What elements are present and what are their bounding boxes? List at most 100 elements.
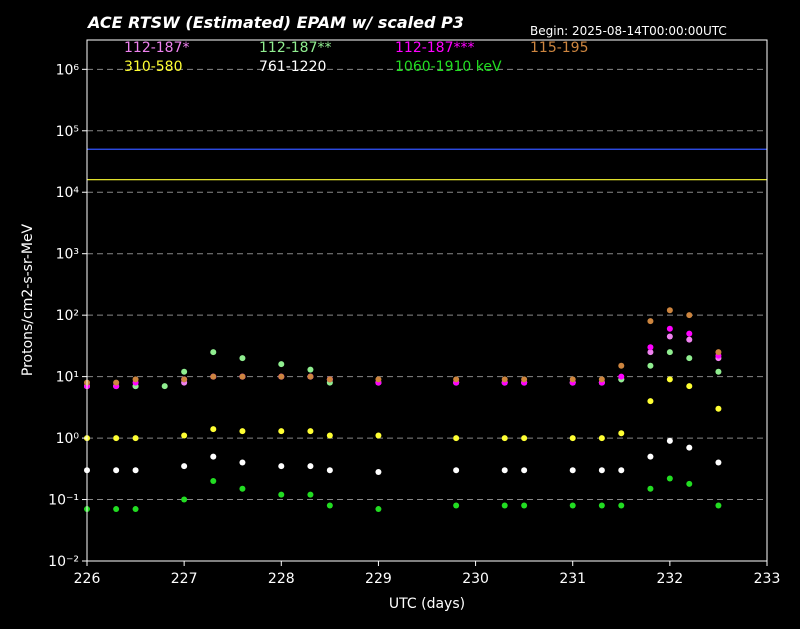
- data-point-series-5: [666, 437, 673, 444]
- x-tick-label: 231: [559, 571, 586, 587]
- x-axis-ticks: 226 227 228 229 230 231 232 233: [74, 561, 781, 587]
- data-point-series-5: [521, 467, 528, 474]
- data-point-series-6: [132, 506, 139, 513]
- data-point-series-4: [278, 428, 285, 435]
- y-tick-label: 10⁶: [56, 62, 80, 78]
- data-point-series-4: [647, 398, 654, 405]
- data-point-series-5: [278, 463, 285, 470]
- data-point-series-4: [239, 428, 246, 435]
- data-point-series-1: [210, 349, 217, 356]
- data-point-series-5: [647, 453, 654, 460]
- legend-entry: 761-1220: [259, 59, 326, 75]
- threshold-lines: [87, 148, 767, 181]
- data-point-series-3: [521, 376, 528, 383]
- data-point-series-6: [501, 502, 508, 509]
- y-tick-label: 10³: [56, 247, 79, 263]
- data-point-series-6: [715, 502, 722, 509]
- y-tick-label: 10⁵: [56, 124, 79, 140]
- data-point-series-5: [239, 459, 246, 466]
- grid-lines: [87, 68, 767, 501]
- data-point-series-3: [132, 376, 139, 383]
- data-point-series-1: [715, 368, 722, 375]
- data-point-series-3: [278, 373, 285, 380]
- y-tick-label: 10²: [56, 308, 79, 324]
- legend-entry: 1060-1910 keV: [395, 59, 502, 75]
- y-axis-label: Protons/cm2-s-sr-MeV: [20, 223, 36, 376]
- data-point-series-4: [453, 435, 460, 442]
- data-point-series-0: [666, 333, 673, 340]
- legend-entry: 115-195: [530, 40, 589, 56]
- data-point-series-1: [161, 383, 168, 390]
- axes-frame: [86, 39, 768, 562]
- data-point-series-1: [181, 368, 188, 375]
- plot-area: [84, 307, 722, 513]
- data-point-series-6: [326, 502, 333, 509]
- data-point-series-6: [181, 496, 188, 503]
- data-point-series-6: [598, 502, 605, 509]
- data-point-series-1: [666, 349, 673, 356]
- data-point-series-4: [715, 405, 722, 412]
- data-point-series-3: [666, 307, 673, 314]
- data-point-series-6: [375, 506, 382, 513]
- legend-entry: 112-187***: [395, 40, 475, 56]
- data-point-series-1: [278, 361, 285, 368]
- data-point-series-4: [618, 430, 625, 437]
- data-point-series-5: [210, 453, 217, 460]
- x-tick-label: 227: [171, 571, 198, 587]
- data-point-series-1: [647, 362, 654, 369]
- data-point-series-3: [501, 376, 508, 383]
- data-point-series-3: [239, 373, 246, 380]
- data-point-series-3: [686, 312, 693, 319]
- data-point-series-4: [181, 432, 188, 439]
- data-point-series-4: [666, 376, 673, 383]
- data-point-series-3: [326, 376, 333, 383]
- x-axis-label: UTC (days): [389, 596, 465, 612]
- data-point-series-0: [647, 349, 654, 356]
- data-point-series-6: [210, 478, 217, 485]
- data-point-series-3: [307, 373, 314, 380]
- data-point-series-6: [666, 475, 673, 482]
- data-point-series-4: [501, 435, 508, 442]
- legend: 112-187* 112-187** 112-187*** 115-195 310-58…: [124, 40, 589, 75]
- x-tick-label: 233: [754, 571, 781, 587]
- data-point-series-3: [181, 376, 188, 383]
- data-point-series-5: [598, 467, 605, 474]
- x-tick-label: 229: [365, 571, 392, 587]
- data-point-series-2: [618, 373, 625, 380]
- data-point-series-6: [521, 502, 528, 509]
- data-point-series-4: [375, 432, 382, 439]
- data-point-series-2: [686, 330, 693, 337]
- chart-title: ACE RTSW (Estimated) EPAM w/ scaled P3: [86, 13, 464, 32]
- y-tick-label: 10⁰: [56, 431, 80, 447]
- data-point-series-4: [113, 435, 120, 442]
- legend-entry: 310-580: [124, 59, 183, 75]
- data-point-series-4: [598, 435, 605, 442]
- data-point-series-5: [618, 467, 625, 474]
- y-tick-label: 10⁴: [56, 185, 80, 201]
- data-point-series-0: [686, 336, 693, 343]
- data-point-series-4: [521, 435, 528, 442]
- x-tick-label: 232: [656, 571, 683, 587]
- x-tick-label: 230: [462, 571, 489, 587]
- data-point-series-3: [210, 373, 217, 380]
- legend-entry: 112-187*: [124, 40, 190, 56]
- data-point-series-5: [307, 463, 314, 470]
- data-point-series-6: [686, 480, 693, 487]
- data-point-series-6: [453, 502, 460, 509]
- data-point-series-3: [618, 362, 625, 369]
- data-point-series-4: [569, 435, 576, 442]
- data-point-series-5: [453, 467, 460, 474]
- data-point-series-6: [647, 485, 654, 492]
- x-tick-label: 226: [74, 571, 101, 587]
- data-point-series-2: [666, 325, 673, 332]
- data-point-series-5: [132, 467, 139, 474]
- data-point-series-1: [307, 366, 314, 373]
- data-point-series-1: [686, 355, 693, 362]
- data-point-series-6: [278, 491, 285, 498]
- data-point-series-5: [326, 467, 333, 474]
- data-point-series-3: [453, 376, 460, 383]
- y-tick-label: 10⁻¹: [48, 493, 79, 509]
- data-point-series-3: [715, 349, 722, 356]
- data-point-series-5: [113, 467, 120, 474]
